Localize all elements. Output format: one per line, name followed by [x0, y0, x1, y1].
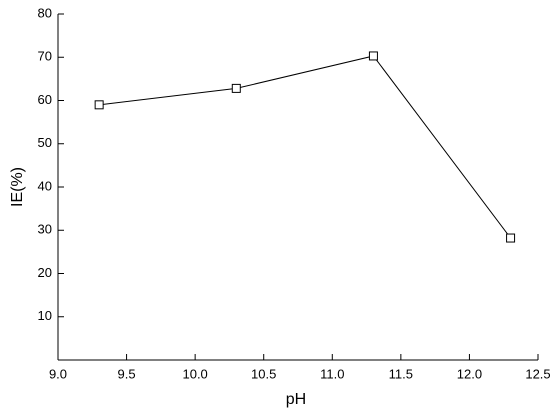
x-tick-label: 12.5: [525, 366, 550, 381]
x-axis-title: pH: [286, 391, 306, 408]
x-tick-label: 11.5: [389, 366, 413, 381]
x-tick-label: 9.5: [118, 366, 136, 381]
y-axis-title: IE(%): [9, 167, 26, 207]
x-tick-label: 10.5: [251, 366, 276, 381]
y-tick-label: 60: [38, 92, 52, 107]
y-tick-label: 40: [38, 178, 52, 193]
x-tick-label: 11.0: [320, 366, 344, 381]
y-tick-label: 20: [38, 265, 52, 280]
y-tick-label: 80: [38, 5, 52, 20]
y-tick-label: 30: [38, 222, 52, 237]
data-point: [368, 51, 378, 61]
y-tick-label: 50: [38, 135, 52, 150]
x-tick-label: 12.0: [457, 366, 482, 381]
series-line: [99, 55, 511, 239]
x-tick-label: 9.0: [49, 366, 67, 381]
data-point: [231, 83, 241, 93]
y-tick-label: 10: [38, 308, 52, 323]
x-tick-label: 10.0: [182, 366, 207, 381]
data-point: [94, 100, 104, 110]
data-point: [506, 233, 516, 243]
y-tick-label: 70: [38, 49, 52, 64]
